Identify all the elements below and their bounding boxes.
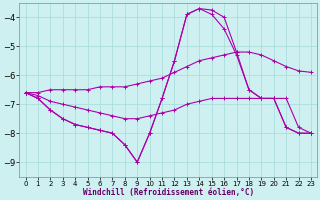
- X-axis label: Windchill (Refroidissement éolien,°C): Windchill (Refroidissement éolien,°C): [83, 188, 254, 197]
